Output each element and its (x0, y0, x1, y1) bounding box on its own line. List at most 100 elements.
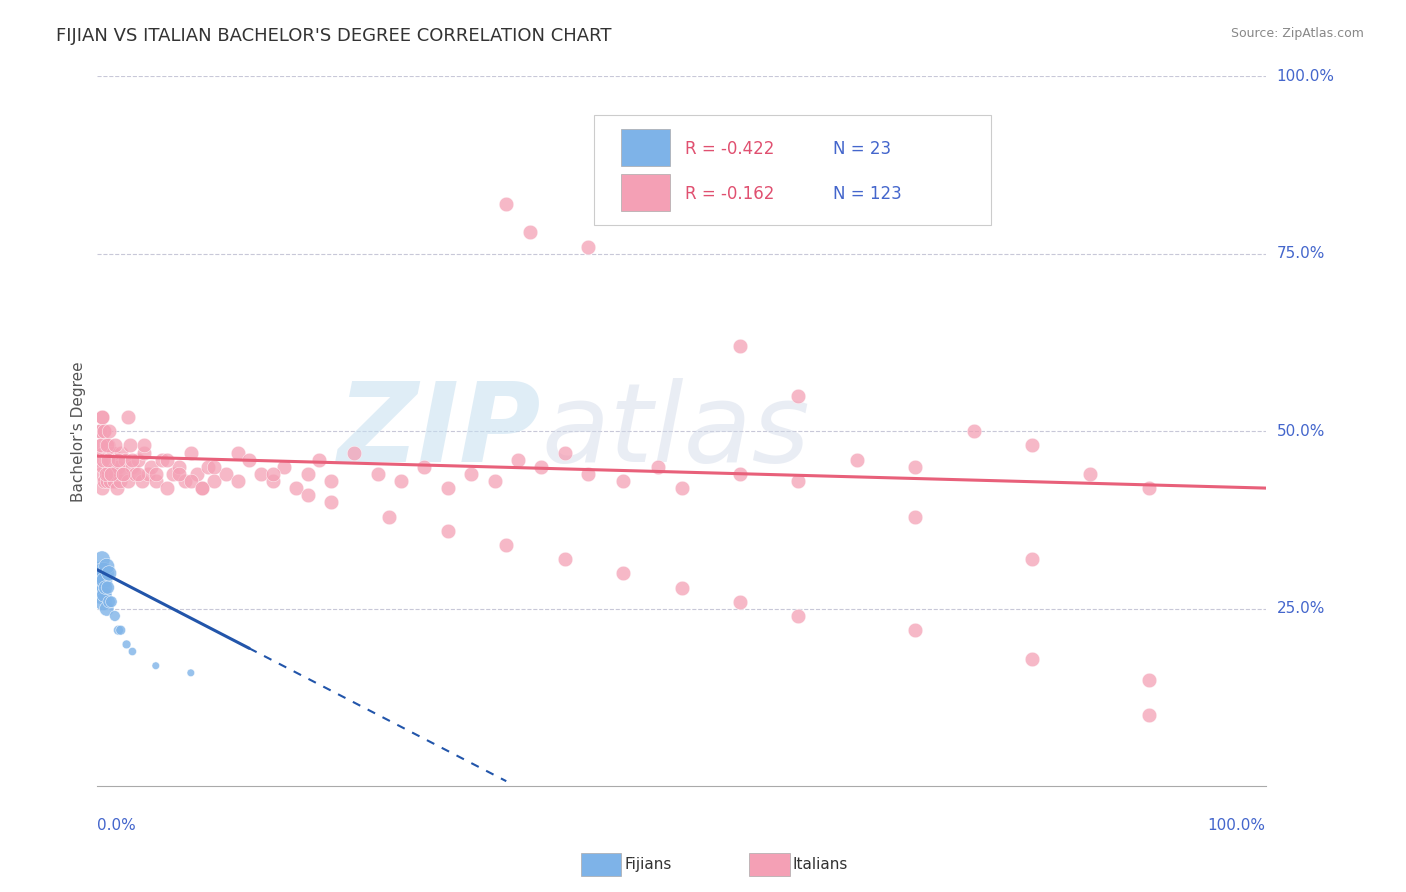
Point (180, 665, 202, 680)
Point (612, 474, 634, 488)
Point (91, 481, 114, 495)
Point (90, 438, 112, 452)
Text: Source: ZipAtlas.com: Source: ZipAtlas.com (1230, 27, 1364, 40)
Point (1137, 673, 1160, 687)
Point (96, 474, 118, 488)
Point (127, 467, 149, 481)
Text: 75.0%: 75.0% (1277, 246, 1324, 261)
Point (437, 481, 460, 495)
Point (904, 623, 927, 637)
Point (91, 445, 114, 459)
Point (904, 509, 927, 524)
Point (93, 424, 115, 438)
FancyBboxPatch shape (620, 128, 669, 166)
Text: 50.0%: 50.0% (1277, 424, 1324, 439)
Point (107, 623, 129, 637)
Point (108, 474, 131, 488)
Point (1021, 438, 1043, 452)
Point (124, 467, 146, 481)
Point (1137, 708, 1160, 723)
Point (96, 602, 118, 616)
Point (186, 467, 208, 481)
Point (97, 452, 120, 467)
Point (787, 474, 810, 488)
Point (297, 488, 319, 502)
Point (93, 588, 115, 602)
Point (197, 459, 219, 474)
Point (728, 467, 751, 481)
Point (94, 452, 117, 467)
Point (97, 467, 120, 481)
Point (576, 239, 599, 253)
Point (91, 459, 114, 474)
Point (91, 588, 114, 602)
Point (93, 574, 115, 588)
Point (167, 467, 190, 481)
Point (671, 176, 693, 190)
Point (98, 595, 121, 609)
Point (98, 566, 121, 581)
Point (202, 474, 225, 488)
Point (121, 644, 143, 658)
Point (174, 474, 197, 488)
Point (105, 452, 128, 467)
Point (94, 581, 117, 595)
Point (115, 637, 138, 651)
Text: R = -0.162: R = -0.162 (685, 186, 775, 203)
Point (226, 445, 249, 459)
Point (215, 467, 238, 481)
Point (104, 609, 127, 624)
Point (262, 474, 284, 488)
Point (145, 474, 167, 488)
Point (89, 452, 111, 467)
Point (506, 452, 529, 467)
Text: FIJIAN VS ITALIAN BACHELOR'S DEGREE CORRELATION CHART: FIJIAN VS ITALIAN BACHELOR'S DEGREE CORR… (56, 27, 612, 45)
Text: 0.0%: 0.0% (97, 819, 136, 833)
Point (787, 389, 810, 403)
Point (96, 559, 118, 574)
Point (612, 566, 634, 581)
Point (156, 481, 179, 495)
Point (107, 459, 129, 474)
Point (156, 452, 179, 467)
Point (671, 581, 693, 595)
Point (1080, 467, 1102, 481)
Point (90, 438, 112, 452)
Point (319, 474, 342, 488)
Point (91, 452, 114, 467)
Point (180, 474, 202, 488)
Point (91, 410, 114, 425)
Point (100, 467, 122, 481)
Point (121, 459, 143, 474)
Point (91, 595, 114, 609)
Point (145, 658, 167, 673)
Point (904, 459, 927, 474)
Point (273, 459, 295, 474)
Point (413, 459, 436, 474)
Point (262, 467, 284, 481)
Point (93, 424, 115, 438)
Text: 100.0%: 100.0% (1208, 819, 1265, 833)
Text: atlas: atlas (541, 377, 810, 484)
Point (1021, 651, 1043, 665)
Point (136, 467, 159, 481)
Point (460, 467, 482, 481)
Point (96, 452, 118, 467)
Point (90, 574, 112, 588)
Point (180, 445, 202, 459)
FancyBboxPatch shape (620, 174, 669, 211)
Point (104, 438, 127, 452)
Point (110, 445, 132, 459)
Point (162, 467, 184, 481)
Point (1021, 552, 1043, 566)
Point (250, 467, 273, 481)
Point (132, 445, 155, 459)
Point (127, 452, 149, 467)
Point (91, 552, 114, 566)
Point (728, 339, 751, 353)
Point (554, 445, 576, 459)
Point (98, 459, 121, 474)
Point (576, 467, 599, 481)
Point (105, 481, 128, 495)
Point (90, 467, 112, 481)
